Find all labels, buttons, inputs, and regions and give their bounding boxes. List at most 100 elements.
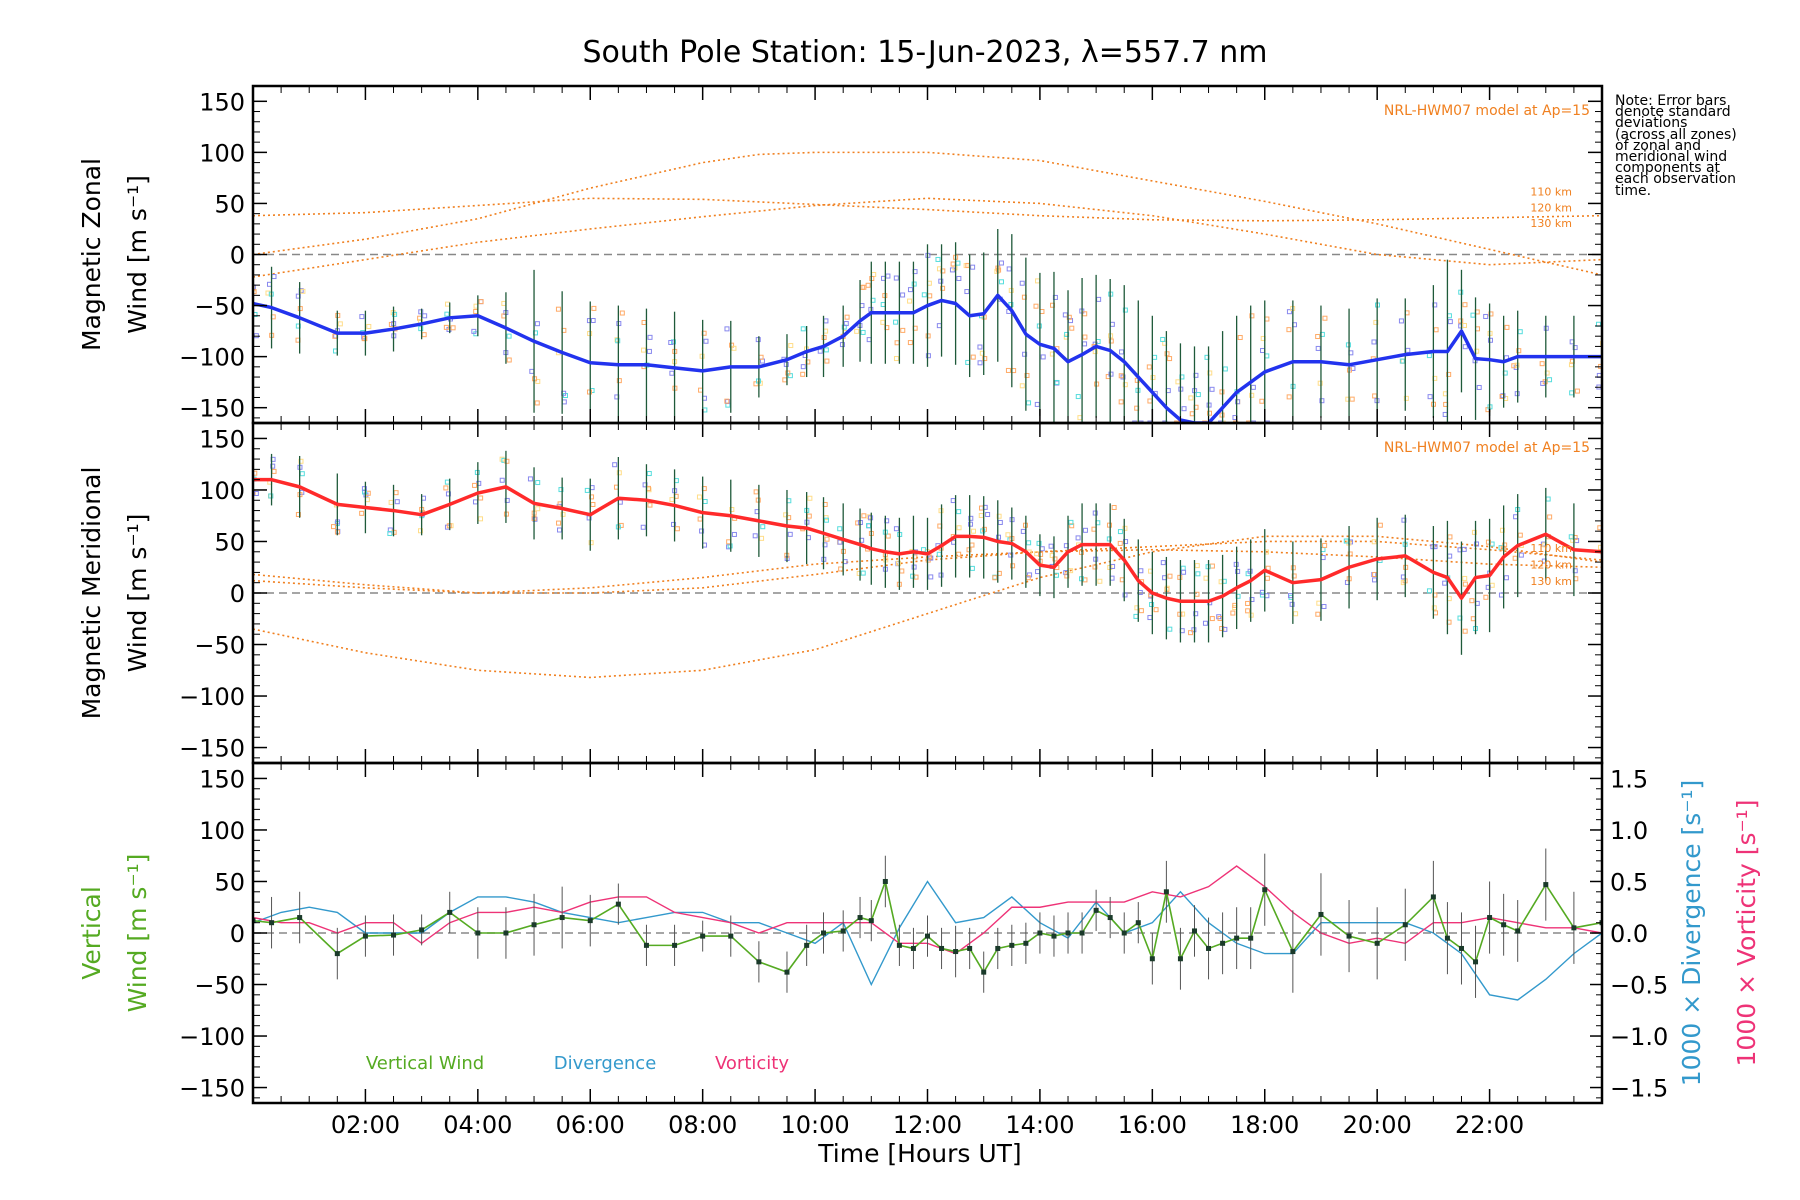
zone-marker <box>893 356 899 362</box>
zone-marker <box>911 564 917 570</box>
vertical-wind-point <box>1487 915 1493 921</box>
zone-marker <box>504 497 510 503</box>
zone-marker <box>1315 611 1321 617</box>
zone-marker <box>1462 302 1468 308</box>
x-tick-label: 22:00 <box>1455 1111 1524 1139</box>
zone-marker <box>1447 319 1453 325</box>
zone-marker <box>337 321 343 327</box>
zone-marker <box>674 526 680 532</box>
vertical-wind-point <box>1402 922 1408 928</box>
zone-marker <box>387 530 393 536</box>
vertical-wind-point <box>643 942 649 948</box>
zone-marker <box>1092 564 1098 570</box>
zone-marker <box>295 293 301 299</box>
zone-marker <box>618 522 624 528</box>
zone-marker <box>968 515 974 521</box>
zone-marker <box>964 289 970 295</box>
y2-tick-label: 1.5 <box>1610 765 1648 793</box>
zone-marker <box>1403 395 1409 401</box>
zone-marker <box>1027 572 1033 578</box>
zone-marker <box>586 318 592 324</box>
zone-marker <box>980 528 986 534</box>
altitude-label: 120 km <box>1530 558 1572 571</box>
zone-marker <box>1082 577 1088 583</box>
x-tick-label: 06:00 <box>556 1111 625 1139</box>
zone-marker <box>1286 394 1292 400</box>
zone-marker <box>759 535 765 541</box>
zone-marker <box>800 371 806 377</box>
zone-marker <box>1293 611 1299 617</box>
vertical-wind-point <box>1473 959 1479 965</box>
zone-marker <box>1499 527 1505 533</box>
model-curve-130km <box>253 540 1602 594</box>
x-axis-label: Time [Hours UT] <box>817 1139 1021 1168</box>
vertical-wind-point <box>1444 935 1450 941</box>
zone-marker <box>584 487 590 493</box>
zone-marker <box>295 512 301 518</box>
zone-marker <box>535 378 541 384</box>
zone-marker <box>868 515 874 521</box>
zone-marker <box>1195 571 1201 577</box>
zone-marker <box>586 389 592 395</box>
zone-marker <box>1319 398 1325 404</box>
vertical-wind-point <box>391 932 397 938</box>
zone-marker <box>506 333 512 339</box>
x-tick-label: 08:00 <box>668 1111 737 1139</box>
y2-tick-label: 1.0 <box>1610 817 1648 845</box>
zone-marker <box>1462 581 1468 587</box>
zone-marker <box>860 329 866 335</box>
zone-marker <box>471 328 477 334</box>
zone-marker <box>787 531 793 537</box>
zone-marker <box>1230 610 1236 616</box>
zone-marker <box>1264 420 1270 423</box>
y-label-line2: Wind [m s⁻¹] <box>123 514 152 673</box>
zone-marker <box>647 334 653 340</box>
zone-marker <box>1476 384 1482 390</box>
vertical-wind-point <box>587 918 593 924</box>
zone-marker <box>968 521 974 527</box>
zone-marker <box>1322 315 1328 321</box>
zone-marker <box>1483 313 1489 319</box>
zone-marker <box>1167 356 1173 362</box>
zone-marker <box>1249 596 1255 602</box>
zone-marker <box>1462 322 1468 328</box>
y-tick-label: 100 <box>199 817 245 845</box>
zone-marker <box>1122 382 1128 388</box>
zone-marker <box>671 521 677 527</box>
vertical-wind-point <box>925 933 930 939</box>
zone-marker <box>1092 349 1098 355</box>
zone-marker <box>893 275 899 281</box>
y-label-line2: Wind [m s⁻¹] <box>123 854 152 1013</box>
vertical-wind-point <box>1135 920 1141 926</box>
altitude-label: 110 km <box>1530 542 1572 555</box>
zone-marker <box>1401 517 1407 523</box>
zone-marker <box>647 502 653 508</box>
zone-marker <box>1195 392 1201 398</box>
zone-marker <box>1194 563 1200 569</box>
y2-tick-label: 0.5 <box>1610 868 1648 896</box>
zone-marker <box>783 512 789 518</box>
zone-marker <box>1138 420 1144 423</box>
zone-marker <box>268 493 274 499</box>
zone-marker <box>1250 420 1256 423</box>
zone-marker <box>1064 573 1070 579</box>
legend-entry: Vorticity <box>715 1053 789 1074</box>
zone-marker <box>366 323 372 329</box>
zone-marker <box>1487 337 1493 343</box>
zone-marker <box>1111 504 1117 510</box>
zone-marker <box>478 516 484 522</box>
zone-marker <box>1146 364 1152 370</box>
zone-marker <box>1024 372 1030 378</box>
x-tick-label: 14:00 <box>1005 1111 1074 1139</box>
zone-marker <box>418 326 424 332</box>
zone-marker <box>699 528 705 534</box>
zone-marker <box>724 398 730 404</box>
zone-marker <box>588 540 594 546</box>
zone-marker <box>1108 338 1114 344</box>
zone-marker <box>752 533 758 539</box>
zone-marker <box>785 370 791 376</box>
zone-marker <box>977 344 983 350</box>
vertical-wind-point <box>1515 928 1521 934</box>
zone-marker <box>1138 608 1144 614</box>
chart-title: South Pole Station: 15-Jun-2023, λ=557.7… <box>582 35 1267 70</box>
